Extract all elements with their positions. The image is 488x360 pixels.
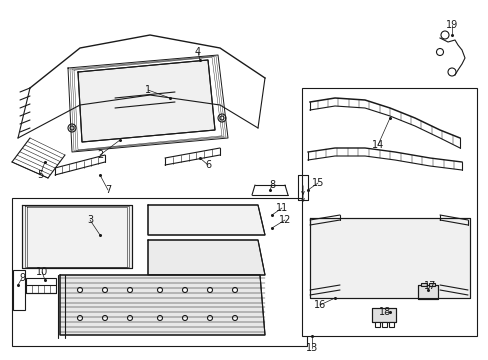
Bar bbox=[374, 322, 379, 327]
Circle shape bbox=[440, 31, 448, 39]
Text: 14: 14 bbox=[371, 140, 384, 150]
Text: 1: 1 bbox=[144, 85, 151, 95]
Polygon shape bbox=[309, 218, 469, 298]
Circle shape bbox=[447, 68, 455, 76]
Circle shape bbox=[436, 49, 443, 55]
Text: 12: 12 bbox=[278, 215, 290, 225]
Polygon shape bbox=[78, 60, 215, 142]
Text: 10: 10 bbox=[36, 267, 48, 277]
Bar bbox=[417, 285, 437, 299]
Circle shape bbox=[232, 288, 237, 292]
Text: 19: 19 bbox=[445, 20, 457, 30]
Bar bbox=[13, 270, 25, 310]
Circle shape bbox=[127, 288, 132, 292]
Polygon shape bbox=[60, 275, 264, 335]
Text: 17: 17 bbox=[423, 281, 435, 291]
Bar bbox=[302, 88, 476, 336]
Circle shape bbox=[157, 288, 162, 292]
Text: 9: 9 bbox=[19, 273, 25, 283]
Bar bbox=[417, 285, 437, 299]
Circle shape bbox=[207, 315, 212, 320]
Circle shape bbox=[157, 315, 162, 320]
Text: 5: 5 bbox=[37, 170, 43, 180]
Circle shape bbox=[182, 315, 187, 320]
Text: 3: 3 bbox=[87, 215, 93, 225]
Bar bbox=[371, 308, 395, 322]
Text: 4: 4 bbox=[195, 47, 201, 57]
Bar bbox=[12, 198, 306, 346]
Circle shape bbox=[127, 315, 132, 320]
Bar bbox=[428, 283, 434, 286]
Circle shape bbox=[77, 315, 82, 320]
Text: 13: 13 bbox=[305, 343, 318, 353]
Bar bbox=[381, 322, 386, 327]
Text: 6: 6 bbox=[204, 160, 211, 170]
Circle shape bbox=[232, 315, 237, 320]
Polygon shape bbox=[148, 205, 264, 235]
Circle shape bbox=[102, 315, 107, 320]
Circle shape bbox=[182, 288, 187, 292]
Polygon shape bbox=[22, 205, 132, 268]
Circle shape bbox=[77, 288, 82, 292]
Polygon shape bbox=[148, 240, 264, 275]
Bar bbox=[420, 283, 426, 286]
Bar bbox=[371, 308, 395, 322]
Text: 7: 7 bbox=[104, 185, 111, 195]
Text: 2: 2 bbox=[97, 150, 103, 160]
Text: 8: 8 bbox=[268, 180, 274, 190]
Text: 18: 18 bbox=[378, 307, 390, 317]
Text: 11: 11 bbox=[275, 203, 287, 213]
Circle shape bbox=[68, 124, 76, 132]
Circle shape bbox=[218, 114, 225, 122]
Bar bbox=[388, 322, 393, 327]
Bar bbox=[26, 278, 56, 293]
Circle shape bbox=[102, 288, 107, 292]
Text: 16: 16 bbox=[313, 300, 325, 310]
Circle shape bbox=[207, 288, 212, 292]
Text: 15: 15 bbox=[311, 178, 324, 188]
